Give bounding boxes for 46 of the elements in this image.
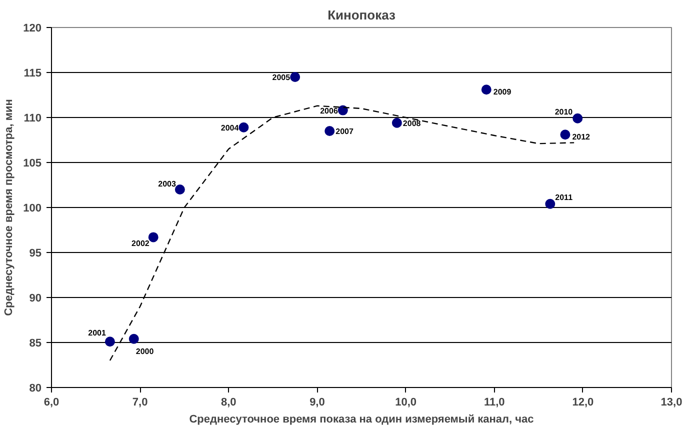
point	[148, 232, 158, 242]
x-axis-title: Среднесуточное время показа на один измеряемый канал, час	[189, 414, 534, 426]
point	[174, 184, 185, 194]
point	[572, 113, 583, 124]
y-axis-title: Среднесуточное время просмотра, мин	[3, 99, 16, 316]
point	[338, 105, 348, 116]
x-tick-label: 10,0	[395, 396, 417, 408]
y-tick-label: 115	[24, 68, 42, 80]
x-tick-label: 6,0	[44, 396, 60, 408]
point	[481, 84, 492, 95]
annotation: 2002	[132, 239, 150, 248]
annotation: 2005	[272, 73, 291, 82]
annotation: 2001	[88, 328, 107, 338]
annotation: 2008	[402, 118, 422, 128]
y-tick-label: 95	[29, 248, 42, 260]
y-tick-label: 85	[29, 338, 42, 350]
point	[560, 130, 570, 140]
point	[392, 118, 402, 128]
point	[238, 122, 249, 132]
x-tick-label: 9,0	[310, 396, 325, 408]
annotation: 2009	[493, 88, 512, 97]
annotation: 2000	[136, 346, 154, 356]
annotation: 2007	[336, 127, 354, 136]
x-tick-label: 12,0	[572, 396, 594, 408]
y-tick-label: 105	[23, 158, 42, 170]
annotation: 2010	[554, 107, 574, 116]
chart-title: Кинопоказ	[328, 8, 396, 22]
x-tick-label: 13,0	[660, 396, 682, 408]
y-tick-label: 80	[29, 382, 42, 394]
annotation: 2012	[572, 132, 591, 142]
annotation: 2003	[158, 180, 176, 188]
y-tick-label: 110	[24, 112, 42, 124]
y-tick-label: 120	[23, 22, 42, 34]
point	[104, 336, 115, 347]
x-tick-label: 7,0	[132, 396, 148, 408]
annotation: 2011	[555, 192, 574, 202]
point	[290, 72, 300, 82]
point	[128, 334, 139, 344]
x-tick-label: 8,0	[220, 396, 236, 408]
point	[545, 198, 556, 209]
y-tick-label: 100	[23, 202, 42, 214]
y-tick-label: 90	[29, 292, 42, 304]
x-tick-label: 11,0	[484, 396, 505, 408]
point	[324, 126, 335, 136]
annotation: 2004	[220, 123, 240, 132]
annotation: 2006	[320, 106, 338, 116]
